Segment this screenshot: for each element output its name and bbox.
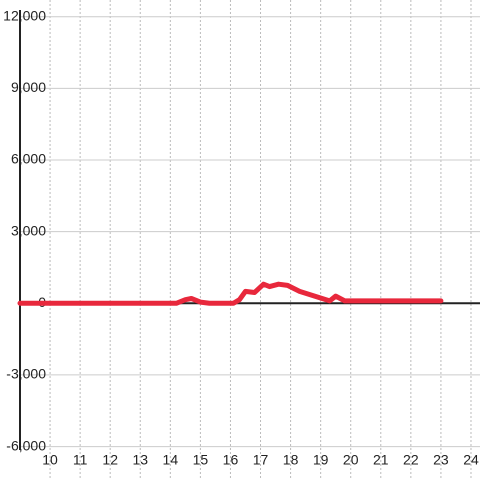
x-tick-label: 15	[193, 452, 209, 468]
x-tick-label: 24	[463, 452, 479, 468]
y-tick-label: 9,000	[11, 79, 46, 95]
x-tick-label: 20	[343, 452, 359, 468]
x-tick-label: 12	[102, 452, 118, 468]
x-tick-label: 22	[403, 452, 419, 468]
y-tick-label: -3,000	[6, 366, 46, 382]
y-tick-label: 6,000	[11, 151, 46, 167]
x-tick-label: 21	[373, 452, 389, 468]
y-tick-label: -6,000	[6, 437, 46, 453]
y-tick-label: 3,000	[11, 222, 46, 238]
x-tick-label: 11	[73, 452, 88, 468]
x-tick-label: 16	[223, 452, 239, 468]
x-tick-label: 17	[253, 452, 269, 468]
x-tick-label: 18	[283, 452, 299, 468]
data-line	[17, 281, 444, 306]
x-tick-label: 19	[313, 452, 329, 468]
x-tick-label: 13	[132, 452, 148, 468]
x-tick-label: 23	[433, 452, 449, 468]
x-tick-label: 10	[42, 452, 58, 468]
y-tick-label: 12,000	[3, 7, 46, 23]
x-tick-label: 14	[163, 452, 179, 468]
